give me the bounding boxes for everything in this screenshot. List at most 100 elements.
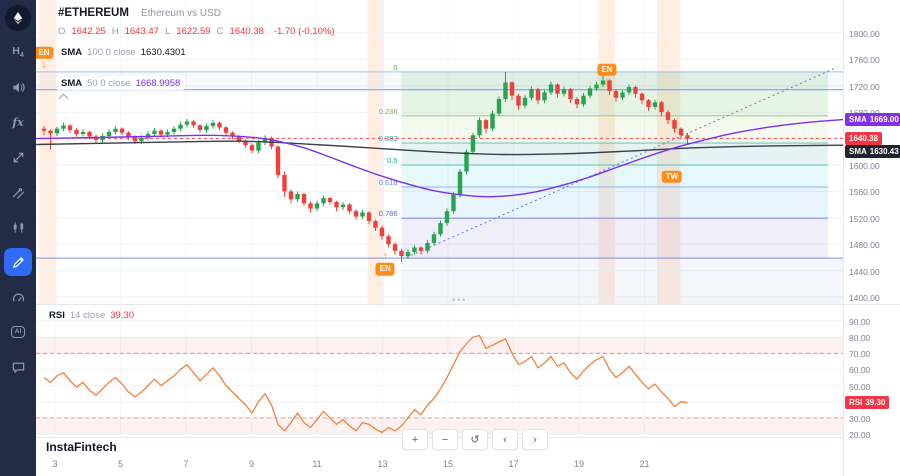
rsi-tick-label: 80.00 <box>849 333 871 344</box>
rsi-tick-label: 50.00 <box>849 381 871 392</box>
fib-level-label: 0.5 <box>387 156 397 165</box>
ohlc-value: 1622.59 <box>176 26 211 37</box>
time-tick-label: 17 <box>508 459 519 469</box>
panel-divider[interactable] <box>36 304 900 305</box>
candles-icon <box>13 221 23 233</box>
ohlc-value: 1643.47 <box>124 26 159 37</box>
marker-arrow-down-icon: ↓ <box>41 58 47 71</box>
price-tick-label: 1720.00 <box>849 81 880 92</box>
time-tick-label: 13 <box>377 459 388 469</box>
fx-icon: fx <box>12 115 24 129</box>
price-tick-label: 1400.00 <box>849 293 880 303</box>
volume-icon <box>12 82 25 92</box>
rsi-tick-label: 70.00 <box>849 349 871 360</box>
sidebar-item-trendline-tool[interactable] <box>4 178 32 206</box>
sidebar-item-drawing-tool[interactable] <box>4 248 32 276</box>
price-tick-label: 1440.00 <box>849 266 880 277</box>
candles-layer <box>41 71 690 262</box>
fib-level-label: 0.236 <box>379 107 398 116</box>
rsi-value: 39.30 <box>110 310 135 321</box>
reset-view-button[interactable]: ↺ <box>462 429 488 450</box>
chart-header: #ETHEREUM Ethereum vs USD <box>58 7 221 19</box>
ohlc-value: 1640.38 <box>229 26 264 37</box>
arrows-icon <box>13 152 23 162</box>
axis-badge-rsi-value: RSI 39.30 <box>845 396 890 410</box>
marker-arrow-down-icon: ↓ <box>604 75 610 88</box>
change-value: -1.70 (-0.10%) <box>273 26 335 37</box>
fib-retracement[interactable]: 0 0.236 0.382 0.5 0.618 0.786 <box>379 63 843 304</box>
fib-level-label: 0.382 <box>379 134 398 143</box>
sma50-params: 50 0 close <box>87 78 131 89</box>
pen-icon <box>12 256 24 268</box>
sma100-params: 100 0 close <box>87 47 136 58</box>
ethereum-icon <box>13 12 23 25</box>
ohlc-label: L <box>164 26 171 37</box>
rsi-tick-label: 60.00 <box>849 365 871 376</box>
tool-sidebar: H4 fx AI <box>0 0 36 476</box>
sma50-legend[interactable]: SMA 50 0 close 1668.9958 <box>56 77 186 90</box>
ohlc-label: O <box>58 26 66 37</box>
fib-level-label: 0 <box>393 63 397 72</box>
ohlc-value: 1642.25 <box>71 26 106 37</box>
price-tick-label: 1760.00 <box>849 55 880 66</box>
marker-tw[interactable]: TW <box>661 170 683 184</box>
marker-arrow-up-icon: ↑ <box>382 250 389 263</box>
marker-en[interactable]: EN <box>597 63 617 77</box>
rsi-tick-label: 90.00 <box>849 317 871 327</box>
sidebar-item-gauge[interactable] <box>4 283 32 311</box>
axis-badge-sma100-price: SMA 1630.43 <box>845 145 900 159</box>
timeframe-h4-icon: H4 <box>12 44 24 60</box>
sidebar-item-indicators[interactable]: fx <box>4 108 32 136</box>
sidebar-item-volume[interactable] <box>4 73 32 101</box>
sidebar-item-logo[interactable] <box>5 5 31 31</box>
time-tick-label: 9 <box>248 459 255 469</box>
sma50-value: 1668.9958 <box>135 78 181 89</box>
scroll-left-button[interactable]: ‹ <box>492 429 518 450</box>
brand-logo: InstaFintech <box>46 440 117 454</box>
axis-badge-last-price: 1640.38 <box>845 131 882 145</box>
scroll-right-button[interactable]: › <box>522 429 548 450</box>
time-tick-label: 5 <box>117 459 124 469</box>
sidebar-item-ai-assistant[interactable]: AI <box>4 318 32 346</box>
marker-en[interactable]: EN <box>375 263 395 276</box>
sma100-name: SMA <box>61 47 83 58</box>
axis-badge-sma50-price: SMA 1669.00 <box>845 113 900 126</box>
rsi-legend[interactable]: RSI 14 close 39.30 <box>44 309 139 322</box>
time-tick-label: 7 <box>183 459 189 469</box>
gauge-icon <box>12 293 24 301</box>
zoom-in-button[interactable]: + <box>402 429 428 450</box>
marker-en[interactable]: EN <box>34 46 54 59</box>
sidebar-item-chart-type[interactable] <box>4 213 32 241</box>
ai-icon: AI <box>10 325 26 339</box>
time-tick-label: 21 <box>639 459 650 469</box>
panel-resize-handle[interactable]: ••• <box>452 295 468 305</box>
price-tick-label: 1600.00 <box>849 161 880 171</box>
sidebar-item-timeframe[interactable]: H4 <box>4 38 32 66</box>
rsi-panel <box>36 334 843 434</box>
trend-line[interactable] <box>406 66 838 258</box>
price-tick-label: 1520.00 <box>849 213 880 224</box>
sma100-legend[interactable]: SMA 100 0 close 1630.4301 <box>56 46 191 59</box>
zoom-out-button[interactable]: − <box>432 429 458 450</box>
sma100-value: 1630.4301 <box>140 47 186 58</box>
sidebar-item-chat[interactable] <box>4 353 32 381</box>
sma50-name: SMA <box>61 78 83 89</box>
symbol-label: #ETHEREUM <box>58 7 129 19</box>
time-tick-label: 15 <box>442 459 454 469</box>
price-axis[interactable]: 1800.001760.001720.001680.001640.001600.… <box>843 0 900 476</box>
ohlc-row: O 1642.25 H 1643.47 L 1622.59 C 1640.38 -1.70 (-… <box>58 26 335 37</box>
chart-nav-toolbar: + − ↺ ‹ › <box>402 429 548 450</box>
fib-level-label: 0.786 <box>379 209 398 218</box>
sma100-line[interactable] <box>36 140 844 156</box>
ohlc-label: H <box>111 26 119 37</box>
rsi-params: 14 close <box>69 310 106 321</box>
sma50-line[interactable] <box>36 118 844 198</box>
time-tick-label: 3 <box>52 459 58 469</box>
chart-title: Ethereum vs USD <box>140 8 221 19</box>
sidebar-item-cursor-tools[interactable] <box>4 143 32 171</box>
chat-icon <box>12 362 24 373</box>
ohlc-label: C <box>216 26 224 37</box>
rsi-tick-label: 20.00 <box>849 430 871 440</box>
time-tick-label: 19 <box>573 459 585 469</box>
